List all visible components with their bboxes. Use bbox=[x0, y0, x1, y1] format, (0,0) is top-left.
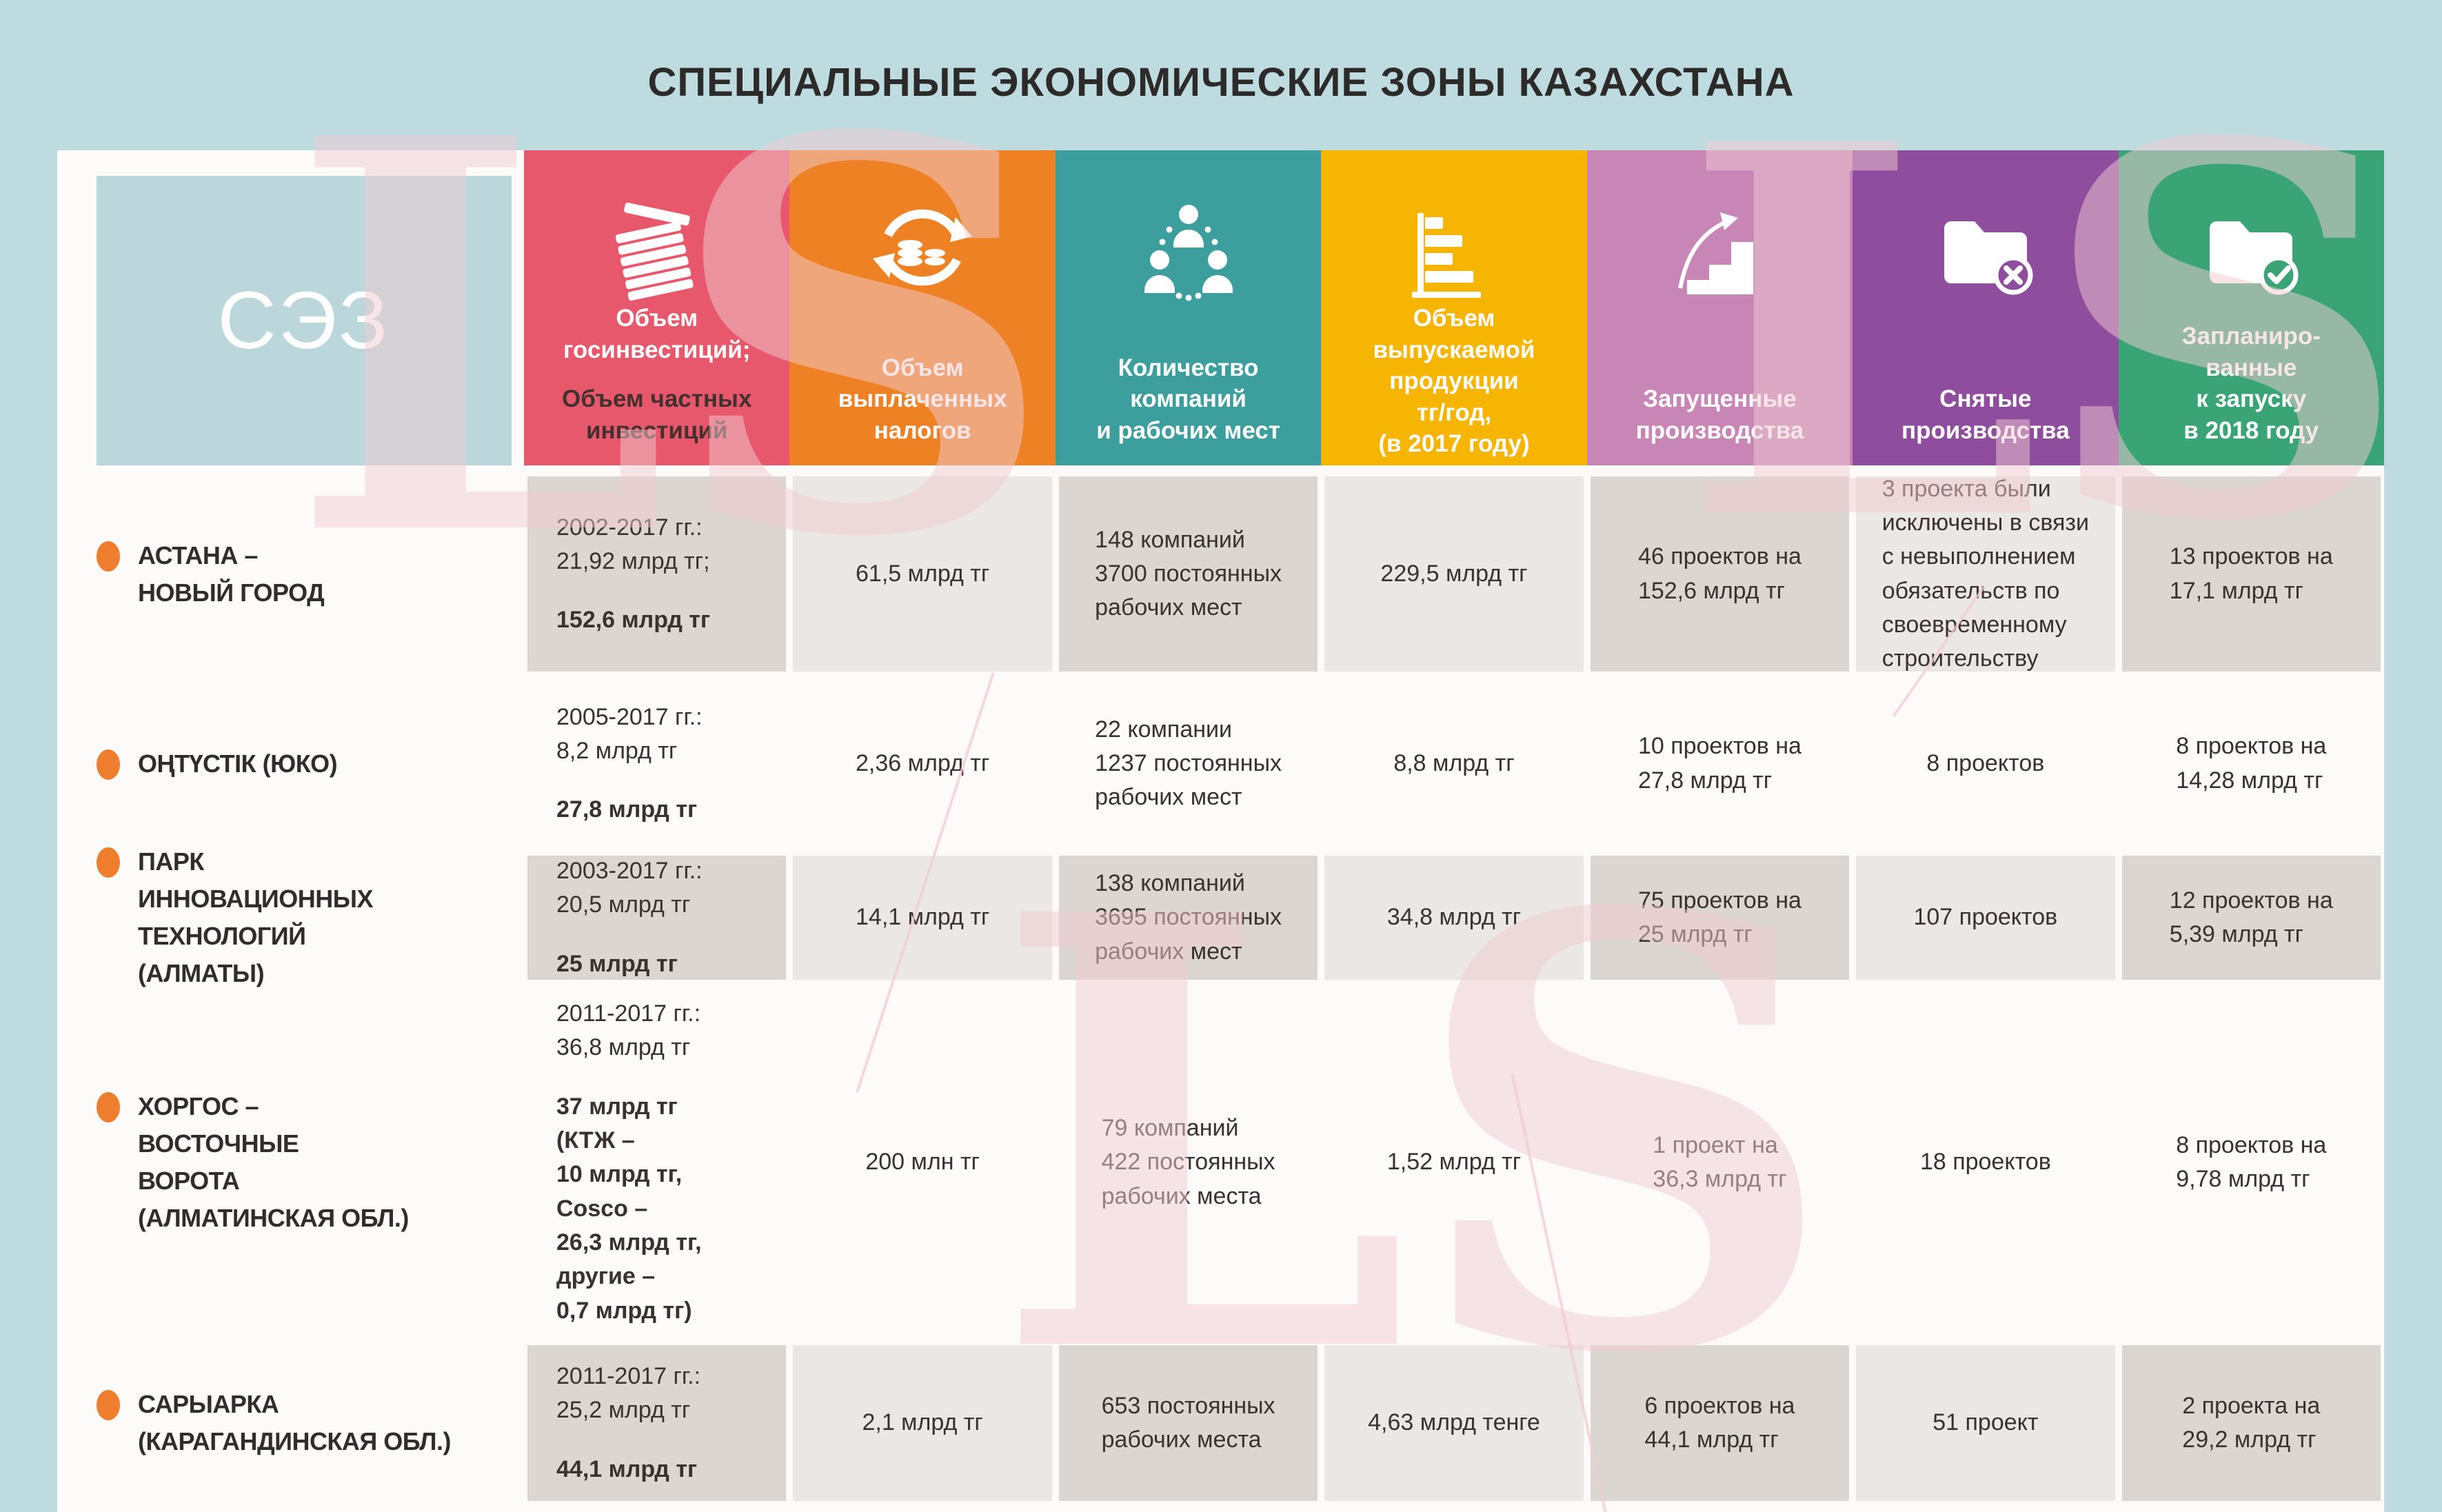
column-header-output: Объем выпускаемой продукции тг/год, (в 2… bbox=[1321, 150, 1587, 465]
zone-label-cell: АСТАНА – НОВЫЙ ГОРОД bbox=[57, 465, 524, 683]
bullet-icon bbox=[97, 749, 120, 780]
bullet-icon bbox=[97, 1390, 120, 1420]
table-cell: 653 постоянных рабочих места bbox=[1058, 1345, 1318, 1501]
table-cell: 46 проектов на 152,6 млрд тг bbox=[1590, 476, 1850, 672]
people-network-icon bbox=[1056, 150, 1321, 303]
table-cell: 34,8 млрд тг bbox=[1324, 856, 1584, 980]
table-cell: 2002-2017 гг.: 21,92 млрд тг; 152,6 млрд … bbox=[527, 476, 787, 672]
table-cell: 6 проектов на 44,1 млрд тг bbox=[1590, 1345, 1850, 1501]
column-header-label: Объем выплаченных налогов bbox=[838, 354, 1007, 444]
zone-label-cell: ХОРГОС – ВОСТОЧНЫЕ ВОРОТА (АЛМАТИНСКАЯ О… bbox=[57, 991, 524, 1334]
table-cell: 8 проектов bbox=[1926, 749, 2045, 776]
column-header-removed: Снятые производства bbox=[1853, 150, 2119, 465]
bar-chart-icon bbox=[1321, 150, 1586, 303]
table-cell: 75 проектов на 25 млрд тг bbox=[1590, 856, 1850, 980]
column-header-investments: Объем госинвестиций; Объем частных инвес… bbox=[524, 150, 790, 465]
table-panel: СЭЗ bbox=[57, 150, 2384, 1512]
bullet-icon bbox=[97, 847, 120, 878]
table-cell: 51 проект bbox=[1856, 1345, 2115, 1501]
table-cell: 2 проекта на 29,2 млрд тг bbox=[2121, 1345, 2381, 1501]
column-header-launched: Запущенные производства bbox=[1586, 150, 1853, 465]
table-cell: 13 проектов на 17,1 млрд тг bbox=[2121, 476, 2381, 672]
coins-cycle-icon bbox=[789, 150, 1055, 303]
zone-name: ХОРГОС – ВОСТОЧНЫЕ ВОРОТА (АЛМАТИНСКАЯ О… bbox=[138, 1092, 409, 1232]
bullet-icon bbox=[97, 541, 120, 572]
folder-check-icon bbox=[2119, 150, 2384, 303]
stairs-up-icon bbox=[1587, 150, 1853, 303]
column-header-sublabel: Объем частных инвестиций bbox=[562, 385, 752, 444]
zone-name: АСТАНА – НОВЫЙ ГОРОД bbox=[138, 541, 325, 607]
table-cell: 10 проектов на 27,8 млрд тг bbox=[1637, 733, 1802, 794]
table-cell: 12 проектов на 5,39 млрд тг bbox=[2121, 856, 2381, 980]
table-cell: 1,52 млрд тг bbox=[1386, 1149, 1522, 1176]
table-cell: 148 компаний 3700 постоянных рабочих мес… bbox=[1058, 476, 1318, 672]
table-cell: 2,1 млрд тг bbox=[793, 1345, 1052, 1501]
sez-header-cell: СЭЗ bbox=[97, 176, 512, 465]
zone-label-cell: ПАРК ИННОВАЦИОННЫХ ТЕХНОЛОГИЙ (АЛМАТЫ) bbox=[57, 845, 524, 991]
zone-name: САРЫАРКА (КАРАГАНДИНСКАЯ ОБЛ.) bbox=[138, 1390, 452, 1455]
sez-header-label: СЭЗ bbox=[217, 275, 391, 366]
table-cell: 14,1 млрд тг bbox=[793, 856, 1052, 980]
table-cell: 79 компаний 422 постоянных рабочих места bbox=[1101, 1115, 1275, 1209]
table-cell: 2005-2017 гг.: 8,2 млрд тг 27,8 млрд тг bbox=[556, 703, 703, 823]
table-cell: 8 проектов на 9,78 млрд тг bbox=[2176, 1131, 2327, 1192]
zone-name: ОҢТҮСТІК (ЮКО) bbox=[138, 749, 338, 778]
table-cell: 2011-2017 гг.: 25,2 млрд тг 44,1 млрд тг bbox=[527, 1345, 787, 1501]
table-cell: 2003-2017 гг.: 20,5 млрд тг 25 млрд тг bbox=[527, 856, 787, 980]
table-cell: 200 млн тг bbox=[865, 1149, 980, 1176]
table-cell: 8 проектов на 14,28 млрд тг bbox=[2176, 733, 2327, 794]
table-cell: 107 проектов bbox=[1856, 856, 2115, 980]
table-cell: 138 компаний 3695 постоянных рабочих мес… bbox=[1058, 856, 1318, 980]
bullet-icon bbox=[97, 1092, 120, 1122]
table-cell: 3 проекта были исключены в связи с невып… bbox=[1856, 476, 2115, 672]
table-cell: 18 проектов bbox=[1919, 1149, 2051, 1176]
folder-x-icon bbox=[1853, 150, 2118, 303]
table-cell: 4,63 млрд тенге bbox=[1324, 1345, 1584, 1501]
column-header-label: Запланиро- ванные к запуску в 2018 году bbox=[2181, 323, 2321, 444]
table-cell: 8,8 млрд тг bbox=[1393, 749, 1515, 776]
zone-label-cell: ОҢТҮСТІК (ЮКО) bbox=[57, 683, 524, 845]
column-header-label: Количество компаний и рабочих мест bbox=[1096, 354, 1280, 444]
column-header-label: Объем выпускаемой продукции тг/год, (в 2… bbox=[1373, 305, 1535, 457]
column-header-label: Снятые производства bbox=[1901, 385, 2070, 444]
sez-table: СЭЗ bbox=[57, 150, 2384, 1512]
page-title: СПЕЦИАЛЬНЫЕ ЭКОНОМИЧЕСКИЕ ЗОНЫ КАЗАХСТАН… bbox=[647, 60, 1795, 105]
column-header-label: Запущенные производства bbox=[1635, 385, 1804, 444]
table-cell: 2,36 млрд тг bbox=[856, 749, 990, 776]
table-cell: 1 проект на 36,3 млрд тг bbox=[1653, 1131, 1787, 1192]
table-cell: 229,5 млрд тг bbox=[1324, 476, 1584, 672]
column-header-planned: Запланиро- ванные к запуску в 2018 году bbox=[2118, 150, 2384, 465]
zone-name: ПАРК ИННОВАЦИОННЫХ ТЕХНОЛОГИЙ (АЛМАТЫ) bbox=[138, 847, 374, 987]
column-header-label: Объем госинвестиций; bbox=[563, 305, 751, 363]
column-header-companies: Количество компаний и рабочих мест bbox=[1055, 150, 1322, 465]
column-header-taxes: Объем выплаченных налогов bbox=[789, 150, 1056, 465]
zone-label-cell: САРЫАРКА (КАРАГАНДИНСКАЯ ОБЛ.) bbox=[57, 1334, 524, 1512]
table-cell: 2011-2017 гг.: 36,8 млрд тг 37 млрд тг (К… bbox=[556, 1000, 702, 1324]
banknotes-icon bbox=[524, 150, 789, 303]
table-cell: 61,5 млрд тг bbox=[793, 476, 1052, 672]
table-cell: 22 компании 1237 постоянных рабочих мест bbox=[1095, 716, 1282, 811]
